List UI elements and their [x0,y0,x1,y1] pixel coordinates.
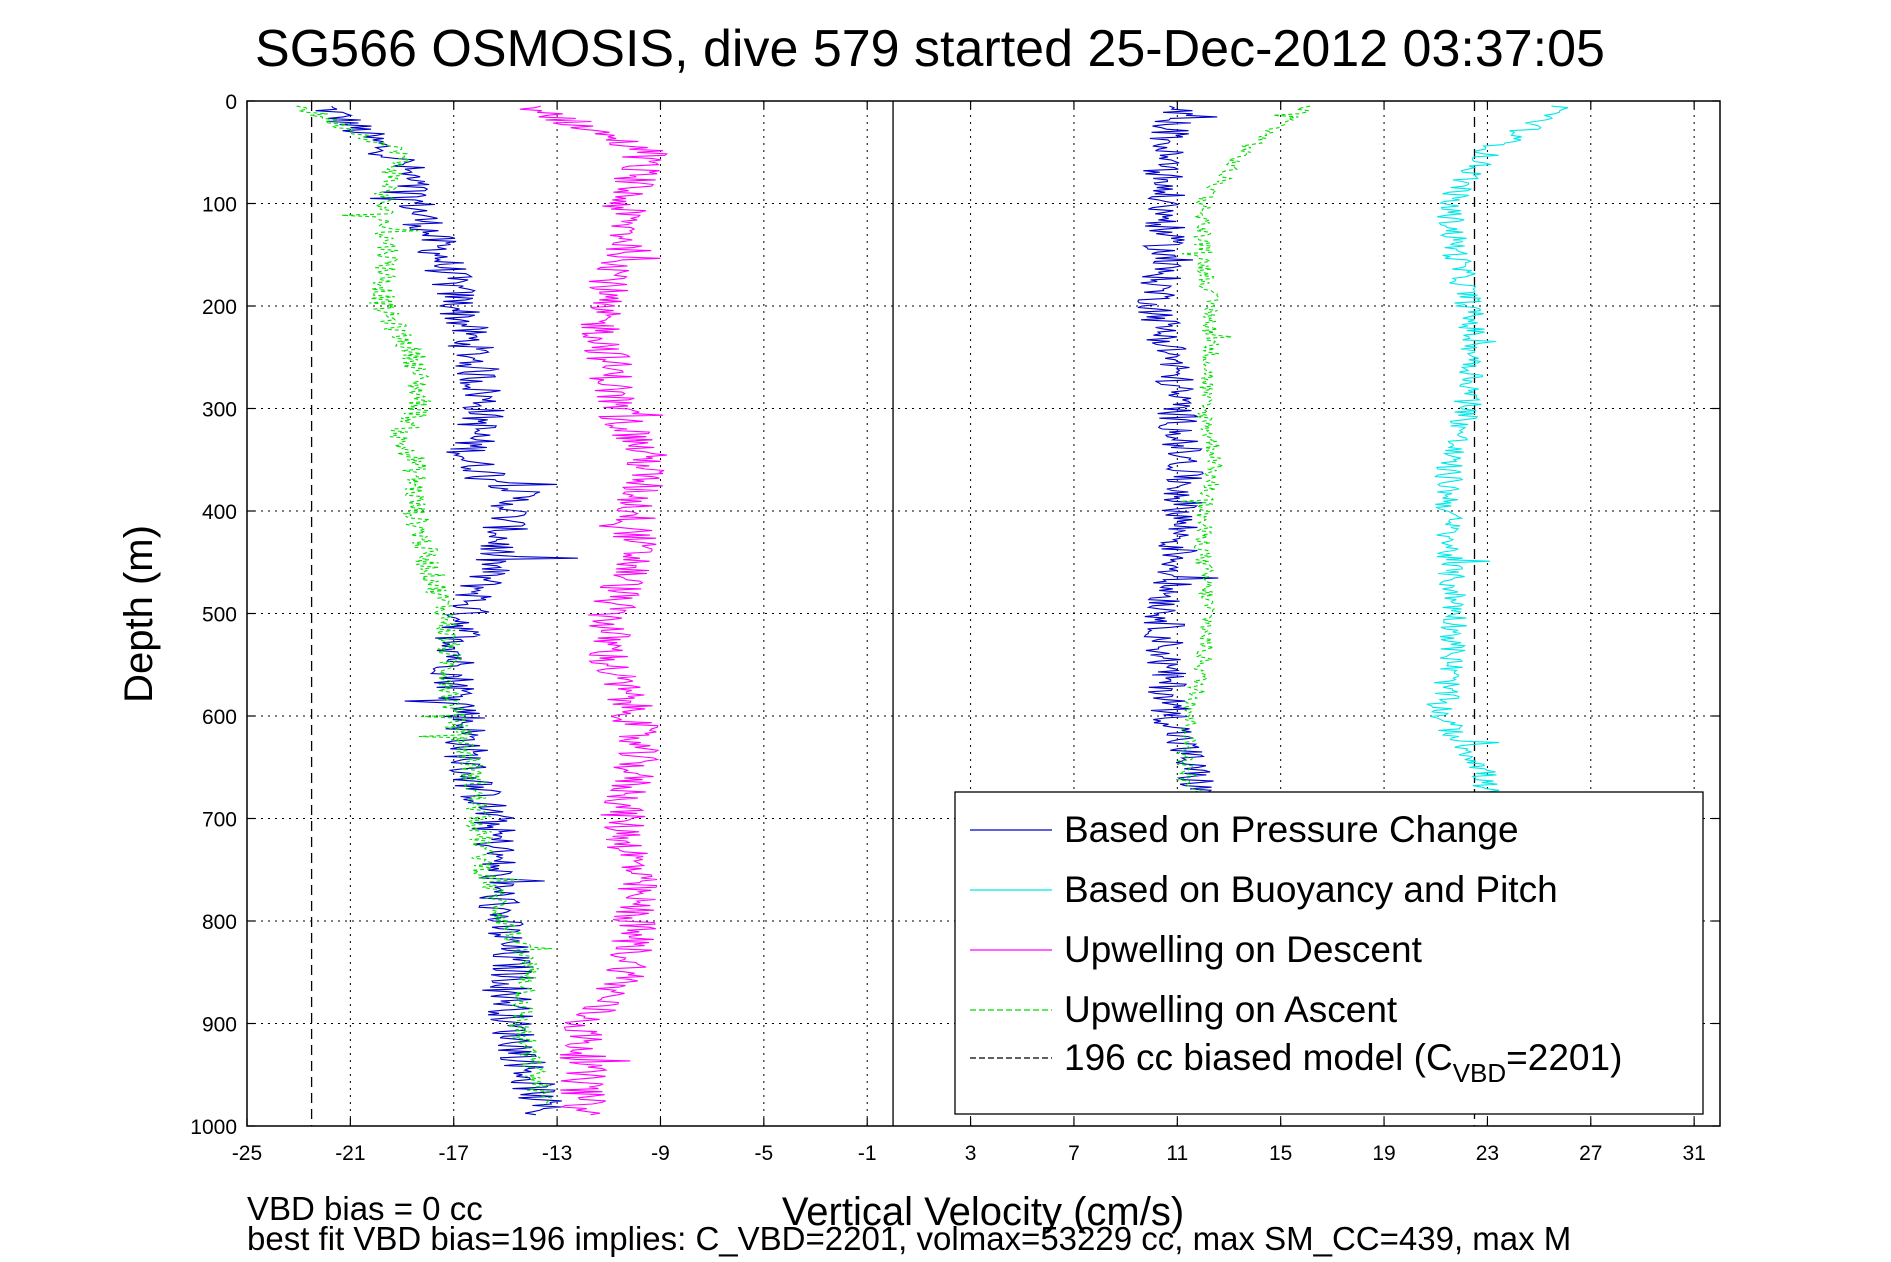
legend: Based on Pressure Change Based on Buoyanc… [954,791,1704,1115]
legend-label: Based on Pressure Change [1064,809,1519,850]
y-axis-label: Depth (m) [117,525,161,703]
x-tick-label: 19 [1372,1142,1395,1165]
x-tick-label: -13 [542,1142,572,1165]
series-line [315,105,578,1116]
x-tick-label: -1 [858,1142,877,1165]
series-line [1175,105,1311,799]
series-line [1137,105,1219,799]
best-fit-note: best fit VBD bias=196 implies: C_VBD=220… [247,1220,1571,1257]
y-tick-label: 600 [202,706,237,729]
x-tick-label: 31 [1682,1142,1705,1165]
x-tick-label: -9 [651,1142,670,1165]
y-tick-label: 1000 [190,1116,237,1139]
legend-label: Upwelling on Descent [1064,929,1423,970]
series-line [296,105,552,1106]
series-layer [296,105,1569,1116]
x-tick-label: -5 [754,1142,773,1165]
series-line [1426,105,1569,799]
y-tick-label: 200 [202,296,237,319]
y-tick-label: 300 [202,399,237,422]
x-tick-label: -25 [232,1142,262,1165]
y-tick-label: 900 [202,1014,237,1037]
y-tick-label: 0 [225,91,237,114]
x-tick-label: 27 [1579,1142,1602,1165]
legend-label: Based on Buoyancy and Pitch [1064,869,1558,910]
x-axis-label: Vertical Velocity (cm/s) [782,1190,1184,1234]
x-tick-label: -21 [335,1142,365,1165]
x-tick-label: -17 [439,1142,469,1165]
y-tick-label: 700 [202,809,237,832]
x-tick-label: 11 [1166,1142,1188,1165]
x-tick-label: 23 [1476,1142,1499,1165]
vbd-bias-note: VBD bias = 0 cc [247,1190,483,1227]
x-tick-label: 15 [1269,1142,1292,1165]
x-axis-ticks: -25 -21 -17 -13 -9 -5 -1 3 7 11 15 19 23 27 31 [232,101,1706,1165]
x-tick-label: 7 [1068,1142,1080,1165]
x-tick-label: 3 [965,1142,977,1165]
series-line [519,105,668,1116]
legend-label: 196 cc biased model (CVBD=2201) [1064,1037,1622,1088]
y-tick-label: 400 [202,501,237,524]
y-tick-label: 800 [202,911,237,934]
chart-title: SG566 OSMOSIS, dive 579 started 25-Dec-2… [255,20,1605,78]
y-axis-ticks: 0 100 200 300 400 500 600 700 800 900 1000 [190,91,1720,1139]
y-tick-label: 100 [202,194,237,217]
legend-label: Upwelling on Ascent [1064,989,1398,1030]
y-tick-label: 500 [202,604,237,627]
